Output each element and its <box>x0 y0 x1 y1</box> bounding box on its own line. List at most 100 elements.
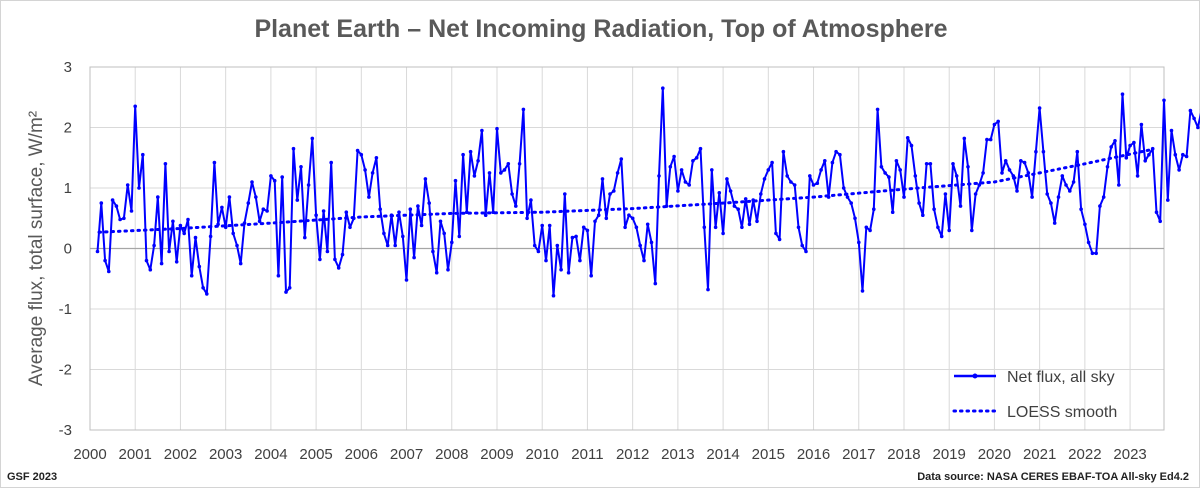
x-tick-label: 2019 <box>933 446 966 463</box>
data-point <box>574 235 578 239</box>
data-point <box>525 217 529 221</box>
y-tick-label: -1 <box>59 301 72 318</box>
data-point <box>167 250 171 254</box>
data-point <box>318 258 322 262</box>
data-point <box>111 198 115 202</box>
data-point <box>540 224 544 228</box>
data-point <box>620 157 624 161</box>
data-point <box>1091 252 1095 256</box>
data-point <box>1030 195 1034 199</box>
data-point <box>567 271 571 275</box>
data-point <box>495 127 499 131</box>
data-point <box>488 171 492 175</box>
x-tick-label: 2015 <box>752 446 785 463</box>
data-point <box>269 174 273 178</box>
data-point <box>288 286 292 290</box>
data-point <box>247 201 251 205</box>
data-point <box>480 129 484 133</box>
data-point <box>1098 204 1102 208</box>
data-point <box>378 207 382 211</box>
data-point <box>1189 109 1193 113</box>
data-point <box>910 144 914 148</box>
x-tick-label: 2005 <box>299 446 332 463</box>
data-point <box>1064 183 1068 187</box>
data-point <box>601 177 605 181</box>
data-point <box>654 282 658 286</box>
data-point <box>985 138 989 142</box>
data-point <box>989 138 993 142</box>
data-point <box>1012 174 1016 178</box>
data-point <box>1068 189 1072 193</box>
x-tick-label: 2013 <box>661 446 694 463</box>
data-point <box>921 213 925 217</box>
data-point <box>827 195 831 199</box>
data-point <box>876 108 880 112</box>
data-point <box>216 223 220 227</box>
data-point <box>220 206 224 210</box>
data-point <box>1042 150 1046 154</box>
data-point <box>363 168 367 172</box>
data-point <box>311 137 315 141</box>
x-tick-label: 2014 <box>706 446 739 463</box>
data-point <box>842 186 846 190</box>
data-point <box>548 224 552 228</box>
data-point <box>669 165 673 169</box>
x-tick-label: 2006 <box>345 446 378 463</box>
data-point <box>627 213 631 217</box>
data-point <box>507 162 511 166</box>
data-point <box>228 195 232 199</box>
data-point <box>1094 252 1098 256</box>
data-point <box>386 244 390 248</box>
data-point <box>1053 221 1057 225</box>
data-point <box>691 159 695 163</box>
data-point <box>103 259 107 263</box>
data-point <box>608 192 612 196</box>
x-tick-label: 2020 <box>978 446 1011 463</box>
data-point <box>623 226 627 230</box>
data-point <box>816 181 820 185</box>
x-tick-label: 2023 <box>1113 446 1146 463</box>
y-axis-label: Average flux, total surface, W/m² <box>26 111 47 386</box>
data-point <box>329 161 333 165</box>
x-tick-label: 2018 <box>887 446 920 463</box>
data-point <box>929 162 933 166</box>
data-point <box>149 268 153 272</box>
data-point <box>118 218 122 222</box>
data-point <box>461 153 465 157</box>
data-point <box>981 171 985 175</box>
data-point <box>100 201 104 205</box>
data-point <box>676 189 680 193</box>
data-point <box>529 198 533 202</box>
data-point <box>258 220 262 224</box>
data-point <box>978 183 982 187</box>
data-point <box>819 168 823 172</box>
data-point <box>164 162 168 166</box>
data-point <box>284 290 288 294</box>
data-point <box>672 155 676 159</box>
data-point <box>665 204 669 208</box>
data-point <box>1015 189 1019 193</box>
data-point <box>435 271 439 275</box>
data-point <box>1136 174 1140 178</box>
data-point <box>1158 220 1162 224</box>
data-point <box>152 244 156 248</box>
data-point <box>130 209 134 213</box>
data-point <box>638 244 642 248</box>
y-tick-label: -2 <box>59 362 72 379</box>
data-point <box>296 198 300 202</box>
data-point <box>925 162 929 166</box>
data-point <box>902 195 906 199</box>
data-point <box>880 165 884 169</box>
data-point <box>559 268 563 272</box>
x-tick-label: 2017 <box>842 446 875 463</box>
x-tick-label: 2004 <box>254 446 287 463</box>
data-point <box>955 174 959 178</box>
data-point <box>126 183 130 187</box>
y-tick-label: 3 <box>64 59 72 76</box>
footer-credit: GSF 2023 <box>7 471 57 483</box>
data-point <box>714 226 718 230</box>
data-point <box>748 223 752 227</box>
data-point <box>831 161 835 165</box>
data-point <box>254 195 258 199</box>
